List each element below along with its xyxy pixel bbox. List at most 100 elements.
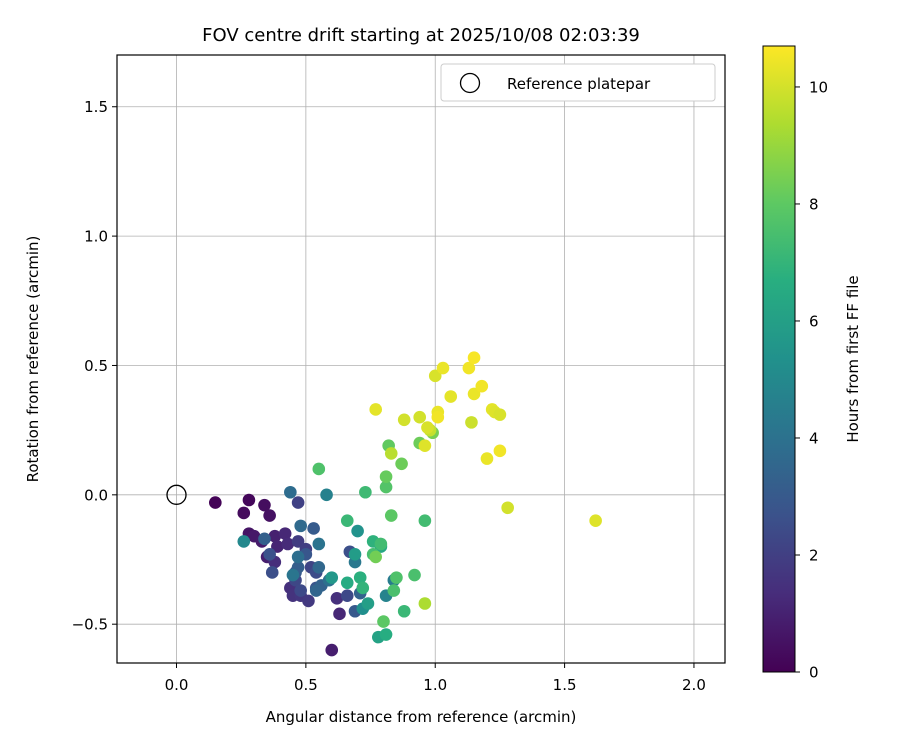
data-point [294,584,307,597]
data-point [209,496,222,509]
data-point [263,509,276,522]
data-point [436,361,450,375]
chart-title: FOV centre drift starting at 2025/10/08 … [202,25,640,46]
data-point [340,589,354,603]
data-point [307,522,320,535]
legend-entry-label: Reference platepar [507,75,651,93]
legend-box [440,63,716,102]
data-point [325,643,339,657]
data-point [325,571,339,584]
colorbar-ticks: 0 2 4 6 8 10 [795,78,828,682]
data-point [309,584,323,597]
data-point [291,496,305,509]
data-point [493,444,507,458]
data-point [408,568,421,582]
data-point [333,607,346,621]
x-tick-label: 0.5 [294,676,318,694]
data-point [465,416,478,429]
y-axis-label: Rotation from reference (arcmin) [24,236,42,483]
data-point [467,387,481,401]
data-point [431,410,445,424]
data-point [353,571,367,584]
colorbar-tick-label: 0 [809,664,819,682]
data-point [284,485,297,499]
x-tick-label: 0.0 [165,676,189,694]
data-point [418,597,432,610]
data-point [421,421,434,434]
data-point [377,615,390,628]
x-axis-label: Angular distance from reference (arcmin) [266,708,577,726]
data-point [356,581,370,595]
axis-ticks: 0.0 0.5 1.0 1.5 2.0 −0.5 0.0 0.5 1.0 1.5 [72,98,706,694]
data-point [268,529,282,543]
data-point [340,576,354,590]
data-point [278,527,292,540]
data-point [480,452,494,465]
data-point [387,584,401,597]
data-point [493,408,507,421]
data-point [312,537,326,551]
data-point [291,535,305,548]
colorbar: 0 2 4 6 8 10 Hours from first FF file [762,45,862,682]
x-tick-label: 1.0 [423,676,447,694]
data-point [361,597,375,610]
data-point [351,524,364,538]
data-point [413,410,427,424]
data-point [271,540,284,553]
data-point [379,480,393,494]
grid-layer [117,55,725,663]
reference-platepar-marker [166,484,187,505]
data-point [589,514,602,528]
data-point [265,566,279,579]
data-point [320,488,333,502]
legend: Reference platepar [440,63,716,102]
data-point [379,470,393,484]
data-point [501,501,514,515]
data-point [281,537,295,551]
colorbar-tick-label: 2 [809,546,819,564]
data-point [312,560,326,574]
data-point [444,390,458,403]
data-point [384,509,398,522]
data-point [286,568,300,582]
data-point [242,493,256,507]
colorbar-tick-label: 10 [809,78,828,96]
y-tick-label: 0.5 [84,357,108,375]
y-tick-label: 1.5 [84,98,108,116]
y-tick-label: 0.0 [84,486,108,504]
legend-marker-icon [459,72,481,94]
data-point [237,506,251,520]
data-point [340,514,354,528]
data-point [258,498,271,512]
data-point [263,548,276,561]
colorbar-gradient [762,45,796,673]
data-point [374,537,388,551]
x-tick-label: 2.0 [682,676,706,694]
colorbar-label: Hours from first FF file [844,275,862,442]
plot-area-frame [116,54,726,664]
y-tick-label: 1.0 [84,228,108,246]
data-point [390,571,403,584]
data-point [397,413,411,427]
data-point [237,535,251,548]
data-point [359,485,372,499]
data-point [258,532,271,546]
colorbar-tick-label: 8 [809,195,819,213]
colorbar-tick-label: 6 [809,312,819,330]
data-point [330,592,344,605]
data-point [384,447,398,460]
data-point [475,379,489,393]
data-point [312,462,326,476]
data-point [294,519,307,533]
data-point [369,403,383,416]
data-point [418,439,432,452]
data-point [348,548,362,561]
x-tick-label: 1.5 [553,676,577,694]
data-point [369,550,383,564]
data-point [291,550,305,564]
colorbar-tick-label: 4 [809,429,819,447]
data-point [395,457,408,471]
y-tick-label: −0.5 [72,616,108,634]
data-point [418,514,432,528]
